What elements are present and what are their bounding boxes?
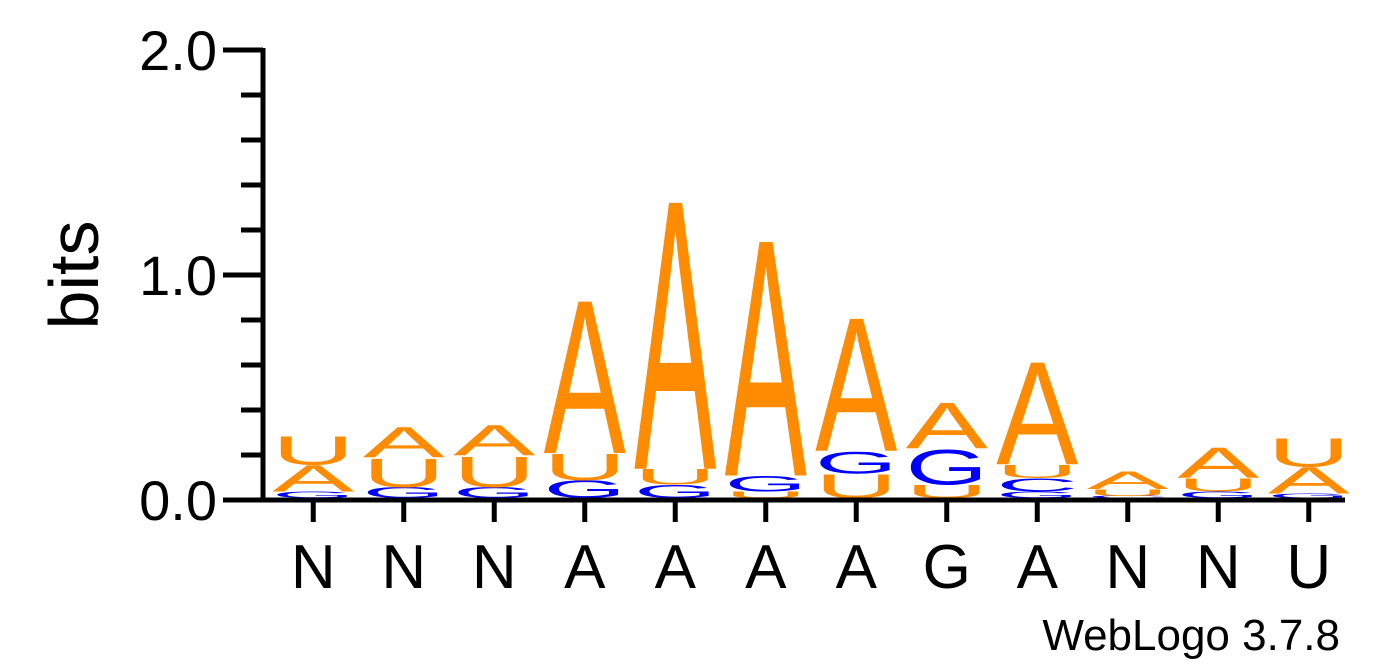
letter-a-glyph: A [906,389,988,462]
position-stack: GUA [1177,438,1260,500]
axes: 0.01.02.0N N N A A A A G A N N U [139,19,1345,602]
letter-g-glyph: G [1177,489,1259,500]
letter-a-glyph: A [1177,438,1260,487]
letter-a-glyph: A [1268,460,1350,502]
letter-g-glyph: G [272,489,354,500]
position-stack: UGA [815,278,898,505]
position-stack: GUA [544,254,626,503]
letter-g-glyph: G [1268,492,1350,499]
letter-c-glyph: C [996,474,1078,495]
letter-g-glyph: G [815,445,897,480]
letter-a-glyph: A [725,170,807,549]
position-stack: GAU [272,428,355,500]
position-stack: UGA [725,170,808,549]
position-label: N [381,533,426,602]
position-label: A [745,533,787,602]
position-label: N [472,533,517,602]
letter-g-glyph: G [453,484,535,502]
position-label: N [1105,533,1150,602]
letter-u-glyph: U [1087,487,1169,497]
position-label: N [291,533,336,602]
letter-u-glyph: U [1177,474,1259,495]
position-stack: GAU [1268,430,1351,502]
letter-u-glyph: U [544,446,626,488]
letter-c-glyph: C [1086,495,1169,498]
position-stack: GUA [634,118,717,551]
letter-u-glyph: U [272,428,354,474]
position-label: A [655,533,697,602]
position-stack: GUA [453,415,536,501]
letter-g-glyph: G [996,489,1078,500]
letter-u-glyph: U [634,465,716,489]
letter-u-glyph: U [1268,430,1350,476]
weblogo-credit: WebLogo 3.7.8 [1042,611,1340,660]
y-axis-label: bits [35,221,113,330]
letter-u-glyph: U [453,448,536,497]
position-label: G [923,533,971,602]
letter-a-glyph: A [815,278,898,492]
letter-a-glyph: A [634,118,717,551]
letter-a-glyph: A [272,458,354,500]
position-label: N [1196,533,1241,602]
letter-g-glyph: G [634,481,716,502]
y-tick-label: 1.0 [139,244,217,307]
letter-a-glyph: A [996,331,1078,496]
position-label: A [1017,533,1059,602]
position-label: A [564,533,606,602]
letter-a-glyph: A [453,415,536,464]
position-label: U [1286,533,1331,602]
y-tick-label: 2.0 [139,19,217,82]
letter-u-glyph: U [906,481,988,502]
letter-a-glyph: A [363,418,446,467]
position-stack: GUA [363,418,446,502]
letter-a-glyph: A [544,254,626,500]
letter-g-glyph: G [906,439,988,495]
position-label: A [836,533,878,602]
letter-g-glyph: G [725,472,808,496]
position-stack: CUA [1086,466,1169,498]
letter-u-glyph: U [725,490,807,500]
position-stack: UGA [906,389,988,502]
letter-g-glyph: G [363,484,445,502]
letter-u-glyph: U [996,461,1078,482]
letter-a-glyph: A [1087,466,1170,494]
letter-u-glyph: U [363,450,445,496]
y-tick-label: 0.0 [139,469,217,532]
